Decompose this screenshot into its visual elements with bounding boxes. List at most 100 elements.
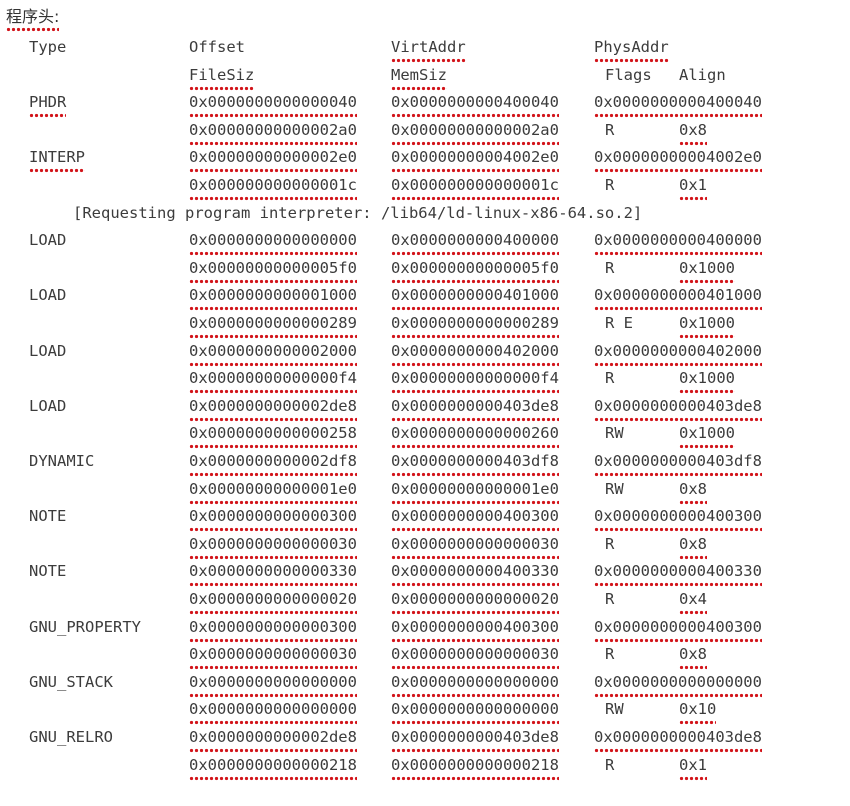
segment-offset: 0x0000000000002000 [189, 340, 357, 367]
segment-physaddr: 0x00000000004002e0 [594, 147, 762, 174]
segment-align: 0x1000 [679, 368, 735, 395]
segment-virtaddr: 0x0000000000400000 [391, 230, 559, 257]
header-flags: Flags [605, 65, 652, 84]
segment-type: GNU_PROPERTY [29, 617, 141, 636]
segment-row: GNU_STACK 0x0000000000000000 0x00000000000… [0, 668, 850, 698]
segment-memsiz: 0x000000000000001c [391, 175, 559, 201]
section-heading: 程序头: [6, 6, 60, 32]
segment-size-row: 0x00000000000005f0 0x00000000000005f0 R 0x1… [0, 254, 850, 284]
segment-offset: 0x0000000000002de8 [189, 395, 357, 422]
segment-virtaddr: 0x0000000000401000 [391, 285, 559, 312]
segment-align: 0x10 [679, 699, 717, 726]
segment-align: 0x8 [679, 644, 707, 671]
segment-offset: 0x0000000000002de8 [189, 727, 357, 753]
segment-physaddr: 0x0000000000401000 [594, 285, 762, 312]
segment-flags: R [605, 590, 615, 608]
segment-size-row: 0x0000000000000030 0x0000000000000030 R 0x8 [0, 530, 850, 560]
segment-filesiz: 0x0000000000000000 [189, 699, 357, 726]
segment-offset: 0x00000000000002e0 [189, 147, 357, 174]
segment-physaddr: 0x0000000000403de8 [594, 395, 762, 422]
segment-flags: RW [605, 479, 624, 498]
segment-size-row: 0x0000000000000000 0x0000000000000000 RW 0x… [0, 695, 850, 726]
segment-memsiz: 0x00000000000002a0 [391, 119, 559, 146]
segment-size-row: 0x00000000000001e0 0x00000000000001e0 RW 0x… [0, 475, 850, 505]
segment-size-row: 0x00000000000000f4 0x00000000000000f4 R 0x1… [0, 364, 850, 395]
segment-filesiz: 0x0000000000000218 [189, 754, 357, 781]
segment-virtaddr: 0x0000000000000000 [391, 671, 559, 698]
segment-row: PHDR 0x0000000000000040 0x0000000000400040… [0, 88, 850, 119]
segment-type: PHDR [29, 92, 67, 119]
segment-memsiz: 0x0000000000000030 [391, 644, 559, 671]
segment-row: LOAD 0x0000000000001000 0x0000000000401000… [0, 281, 850, 312]
segment-offset: 0x0000000000000000 [189, 230, 357, 257]
segment-memsiz: 0x0000000000000218 [391, 754, 559, 781]
segment-align: 0x8 [679, 119, 707, 146]
header-virtaddr: VirtAddr [391, 37, 466, 63]
segment-virtaddr: 0x0000000000402000 [391, 340, 559, 367]
segment-align: 0x4 [679, 589, 707, 615]
segment-flags: R [605, 176, 615, 194]
header-memsiz: MemSiz [391, 64, 447, 91]
segment-filesiz: 0x0000000000000289 [189, 313, 357, 339]
segment-flags: R E [605, 314, 633, 332]
segment-type: LOAD [29, 286, 67, 305]
column-header-row-1: Type Offset VirtAddr PhysAddr [0, 33, 850, 63]
segment-row: GNU_RELRO 0x0000000000002de8 0x00000000004… [0, 723, 850, 753]
column-header-row-2: FileSiz MemSiz Flags Align [0, 61, 850, 91]
segment-physaddr: 0x0000000000400040 [594, 92, 762, 119]
segment-virtaddr: 0x0000000000403de8 [391, 727, 559, 753]
segment-memsiz: 0x0000000000000000 [391, 699, 559, 726]
segment-physaddr: 0x0000000000400300 [594, 616, 762, 643]
segment-type: GNU_RELRO [29, 728, 113, 746]
segment-filesiz: 0x00000000000002a0 [189, 119, 357, 146]
segment-size-row: 0x000000000000001c 0x000000000000001c R 0x1 [0, 171, 850, 201]
segment-filesiz: 0x00000000000005f0 [189, 257, 357, 284]
segment-physaddr: 0x0000000000400300 [594, 506, 762, 533]
segment-row: NOTE 0x0000000000000330 0x0000000000400330… [0, 557, 850, 588]
segment-virtaddr: 0x0000000000400330 [391, 561, 559, 588]
segment-type: NOTE [29, 562, 67, 581]
segment-type: GNU_STACK [29, 672, 113, 691]
segment-virtaddr: 0x0000000000400300 [391, 506, 559, 533]
segment-flags: RW [605, 424, 624, 443]
segment-align: 0x8 [679, 478, 707, 505]
interpreter-note: [Requesting program interpreter: /lib64/… [73, 203, 643, 222]
segment-flags: R [605, 645, 615, 664]
segment-row: LOAD 0x0000000000002de8 0x0000000000403de8… [0, 392, 850, 422]
segment-virtaddr: 0x0000000000403de8 [391, 395, 559, 422]
segment-type: DYNAMIC [29, 452, 95, 470]
segment-offset: 0x0000000000000300 [189, 616, 357, 643]
segment-type: NOTE [29, 507, 67, 526]
segment-physaddr: 0x0000000000403de8 [594, 727, 762, 753]
segment-offset: 0x0000000000001000 [189, 285, 357, 312]
segment-type: INTERP [29, 147, 85, 174]
segment-memsiz: 0x00000000000001e0 [391, 478, 559, 505]
header-align: Align [679, 65, 726, 84]
segment-memsiz: 0x0000000000000030 [391, 533, 559, 560]
segment-offset: 0x0000000000000000 [189, 671, 357, 698]
segment-memsiz: 0x0000000000000020 [391, 589, 559, 615]
segment-row: INTERP 0x00000000000002e0 0x00000000004002… [0, 143, 850, 174]
segment-physaddr: 0x0000000000000000 [594, 671, 762, 698]
segment-size-row: 0x0000000000000258 0x0000000000000260 RW 0x… [0, 419, 850, 450]
segment-memsiz: 0x00000000000000f4 [391, 368, 559, 395]
segment-filesiz: 0x00000000000001e0 [189, 478, 357, 505]
segment-offset: 0x0000000000000330 [189, 561, 357, 588]
interpreter-note-row: [Requesting program interpreter: /lib64/… [0, 199, 850, 227]
segment-virtaddr: 0x0000000000403df8 [391, 451, 559, 477]
segment-memsiz: 0x00000000000005f0 [391, 257, 559, 284]
segment-virtaddr: 0x0000000000400040 [391, 92, 559, 119]
segment-offset: 0x0000000000000040 [189, 92, 357, 119]
segment-flags: RW [605, 700, 624, 719]
segment-filesiz: 0x0000000000000030 [189, 644, 357, 671]
segment-filesiz: 0x0000000000000030 [189, 533, 357, 560]
segment-filesiz: 0x0000000000000020 [189, 589, 357, 615]
segment-flags: R [605, 369, 615, 388]
segment-align: 0x1 [679, 175, 707, 201]
segment-memsiz: 0x0000000000000260 [391, 423, 559, 450]
segment-physaddr: 0x0000000000403df8 [594, 451, 762, 477]
segment-size-row: 0x0000000000000030 0x0000000000000030 R 0x8 [0, 640, 850, 671]
segment-align: 0x1000 [679, 423, 735, 450]
segment-flags: R [605, 755, 615, 774]
